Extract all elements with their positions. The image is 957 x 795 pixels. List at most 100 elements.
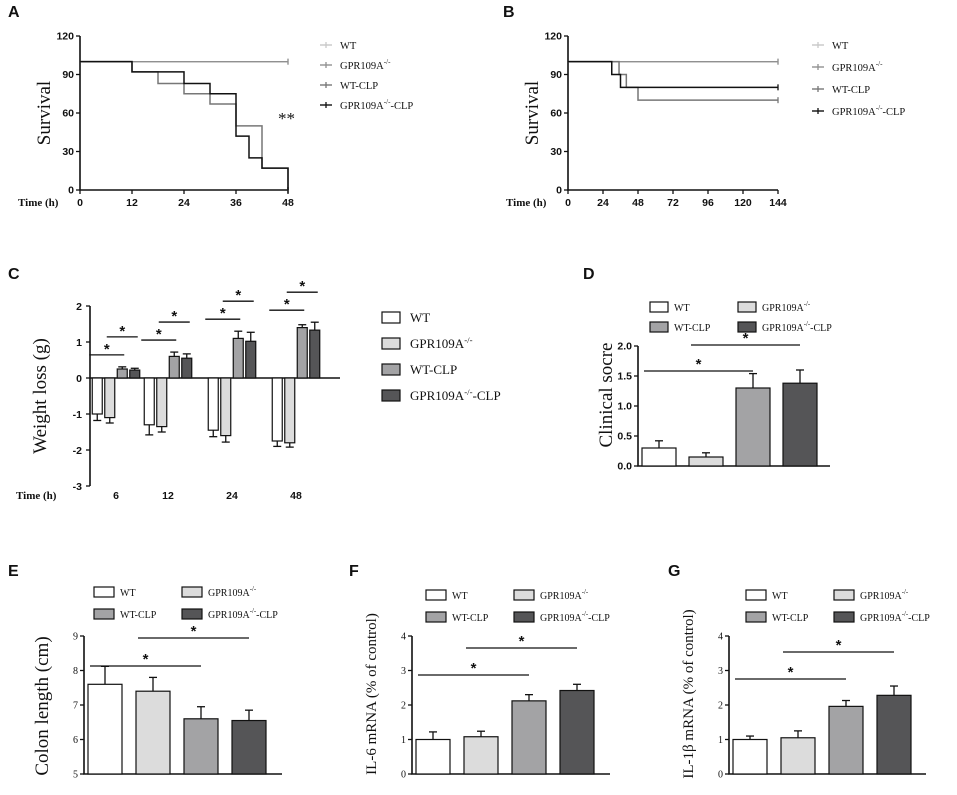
- x-tick-label: 36: [230, 197, 242, 209]
- legend-label-wtclp: WT-CLP: [340, 81, 378, 92]
- legend-swatch: [649, 321, 669, 333]
- legend-swatch: [381, 311, 401, 324]
- y-tick-label: 0: [718, 770, 723, 781]
- y-tick-label: 30: [550, 146, 562, 158]
- sig-ko-vs-koclp-star: *: [191, 623, 197, 640]
- legend-swatch: [833, 589, 855, 601]
- y-tick-label: 7: [73, 701, 78, 712]
- sig-high-6-star: *: [119, 323, 125, 340]
- x-tick-label: 48: [632, 197, 644, 209]
- legend-swatch: [381, 363, 401, 376]
- x-tick-label: 24: [226, 490, 238, 502]
- panel-e: E 5 6 7 8 9 Colon length (cm) * * WT GPR109A-/- WT-…: [8, 563, 282, 781]
- legend-swatch: [649, 301, 669, 313]
- legend-b: WT GPR109A-/- WT-CLP GPR109A-/--CLP: [812, 41, 905, 118]
- bar: [296, 327, 308, 379]
- sig-wt-vs-wtclp-star: *: [788, 664, 794, 681]
- legend-g: WT GPR109A-/- WT-CLP GPR109A-/--CLP: [745, 589, 930, 624]
- bar: [271, 377, 283, 442]
- bar: [104, 377, 116, 419]
- legend-label-wtclp: WT-CLP: [452, 613, 489, 624]
- bar-wt: [732, 738, 768, 775]
- legend-label-koclp: GPR109A-/--CLP: [762, 321, 832, 334]
- legend-label-koclp: GPR109A-/--CLP: [860, 611, 930, 624]
- legend-label-ko: GPR109A-/-: [860, 589, 909, 602]
- y-tick-label: -2: [73, 445, 82, 457]
- sig-ko-vs-koclp-star: *: [743, 330, 749, 347]
- bar: [91, 377, 103, 415]
- legend-label-wtclp: WT-CLP: [772, 613, 809, 624]
- bar-wtclp: [828, 705, 864, 775]
- legend-d: WT GPR109A-/- WT-CLP GPR109A-/--CLP: [649, 301, 832, 334]
- bar: [232, 337, 244, 379]
- x-tick-label: 48: [282, 197, 294, 209]
- legend-label-wt: WT: [674, 303, 690, 314]
- bar: [143, 377, 155, 426]
- panel-label-g: G: [668, 563, 680, 580]
- panel-label-b: B: [503, 4, 515, 21]
- y-axis-title: Survival: [522, 81, 543, 145]
- survival-line-gpr109aclp: [568, 60, 778, 89]
- y-tick-label: 1: [76, 337, 82, 349]
- legend-swatch: [93, 586, 115, 598]
- y-tick-label: 1.0: [617, 401, 632, 413]
- y-tick-label: 1: [718, 735, 723, 746]
- legend-label-wtclp: WT-CLP: [120, 610, 157, 621]
- bar-wtclp: [183, 718, 219, 775]
- legend-label-wtclp: WT-CLP: [832, 85, 870, 96]
- panel-a: A 0 30 60 90 120 0 12 24 36 48 Time (h) Survival ** WT…: [8, 4, 413, 209]
- y-tick-label: 1.5: [617, 371, 632, 383]
- bar: [207, 377, 219, 431]
- legend-label-wt: WT: [120, 588, 136, 599]
- legend-label-wt: WT: [340, 41, 357, 52]
- axes: [79, 36, 288, 191]
- legend-label-koclp: GPR109A-/--CLP: [410, 387, 501, 403]
- legend-swatch: [737, 321, 757, 333]
- y-tick-label: 2: [76, 301, 82, 313]
- significance-marker: **: [278, 109, 295, 128]
- legend-label-wtclp: WT-CLP: [410, 362, 457, 377]
- bar-gpr109aclp: [782, 382, 818, 467]
- sig-low-12-star: *: [156, 326, 162, 343]
- panel-f: F 0 1 2 3 4 IL-6 mRNA (% of control) * * WT GPR109…: [349, 563, 610, 781]
- y-axis-title: Colon length (cm): [32, 636, 53, 775]
- x-tick-label: 12: [126, 197, 138, 209]
- bar: [181, 357, 193, 379]
- x-tick-label: 120: [734, 197, 752, 209]
- y-tick-label: 0: [76, 373, 82, 385]
- y-tick-label: 120: [56, 31, 74, 43]
- y-tick-label: 2.0: [617, 341, 632, 353]
- y-tick-label: 90: [62, 69, 74, 81]
- bar: [245, 340, 257, 379]
- y-tick-label: 0.0: [617, 461, 632, 473]
- sig-wt-vs-wtclp-star: *: [143, 651, 149, 668]
- x-axis-title: Time (h): [16, 490, 57, 502]
- y-tick-label: 0: [68, 185, 74, 197]
- bar-gpr109a: [780, 737, 816, 775]
- legend-label-wt: WT: [772, 591, 788, 602]
- sig-low-48-star: *: [284, 296, 290, 313]
- x-tick-label: 0: [565, 197, 571, 209]
- y-tick-label: 0: [401, 770, 406, 781]
- y-tick-label: 3: [718, 666, 723, 677]
- x-tick-label: 96: [702, 197, 714, 209]
- sig-wt-vs-wtclp-star: *: [696, 356, 702, 373]
- bar-gpr109a: [463, 736, 499, 775]
- x-tick-label: 24: [178, 197, 190, 209]
- legend-swatch: [181, 608, 203, 620]
- legend-label-ko: GPR109A-/-: [832, 60, 883, 74]
- legend-label-wt: WT: [410, 310, 430, 325]
- legend-swatch: [513, 589, 535, 601]
- sig-low-6-star: *: [104, 341, 110, 358]
- panel-g: G 0 1 2 3 4 IL-1β mRNA (% of control) * * WT GPR10…: [668, 563, 930, 781]
- legend-swatch: [513, 611, 535, 623]
- y-axis-title: IL-6 mRNA (% of control): [364, 613, 380, 775]
- legend-swatch: [745, 589, 767, 601]
- legend-label-wtclp: WT-CLP: [674, 323, 711, 334]
- y-tick-label: 120: [544, 31, 562, 43]
- legend-swatch: [93, 608, 115, 620]
- y-tick-label: 3: [401, 666, 406, 677]
- y-axis-title: Clinical socre: [596, 343, 617, 448]
- sig-high-24-star: *: [235, 287, 241, 304]
